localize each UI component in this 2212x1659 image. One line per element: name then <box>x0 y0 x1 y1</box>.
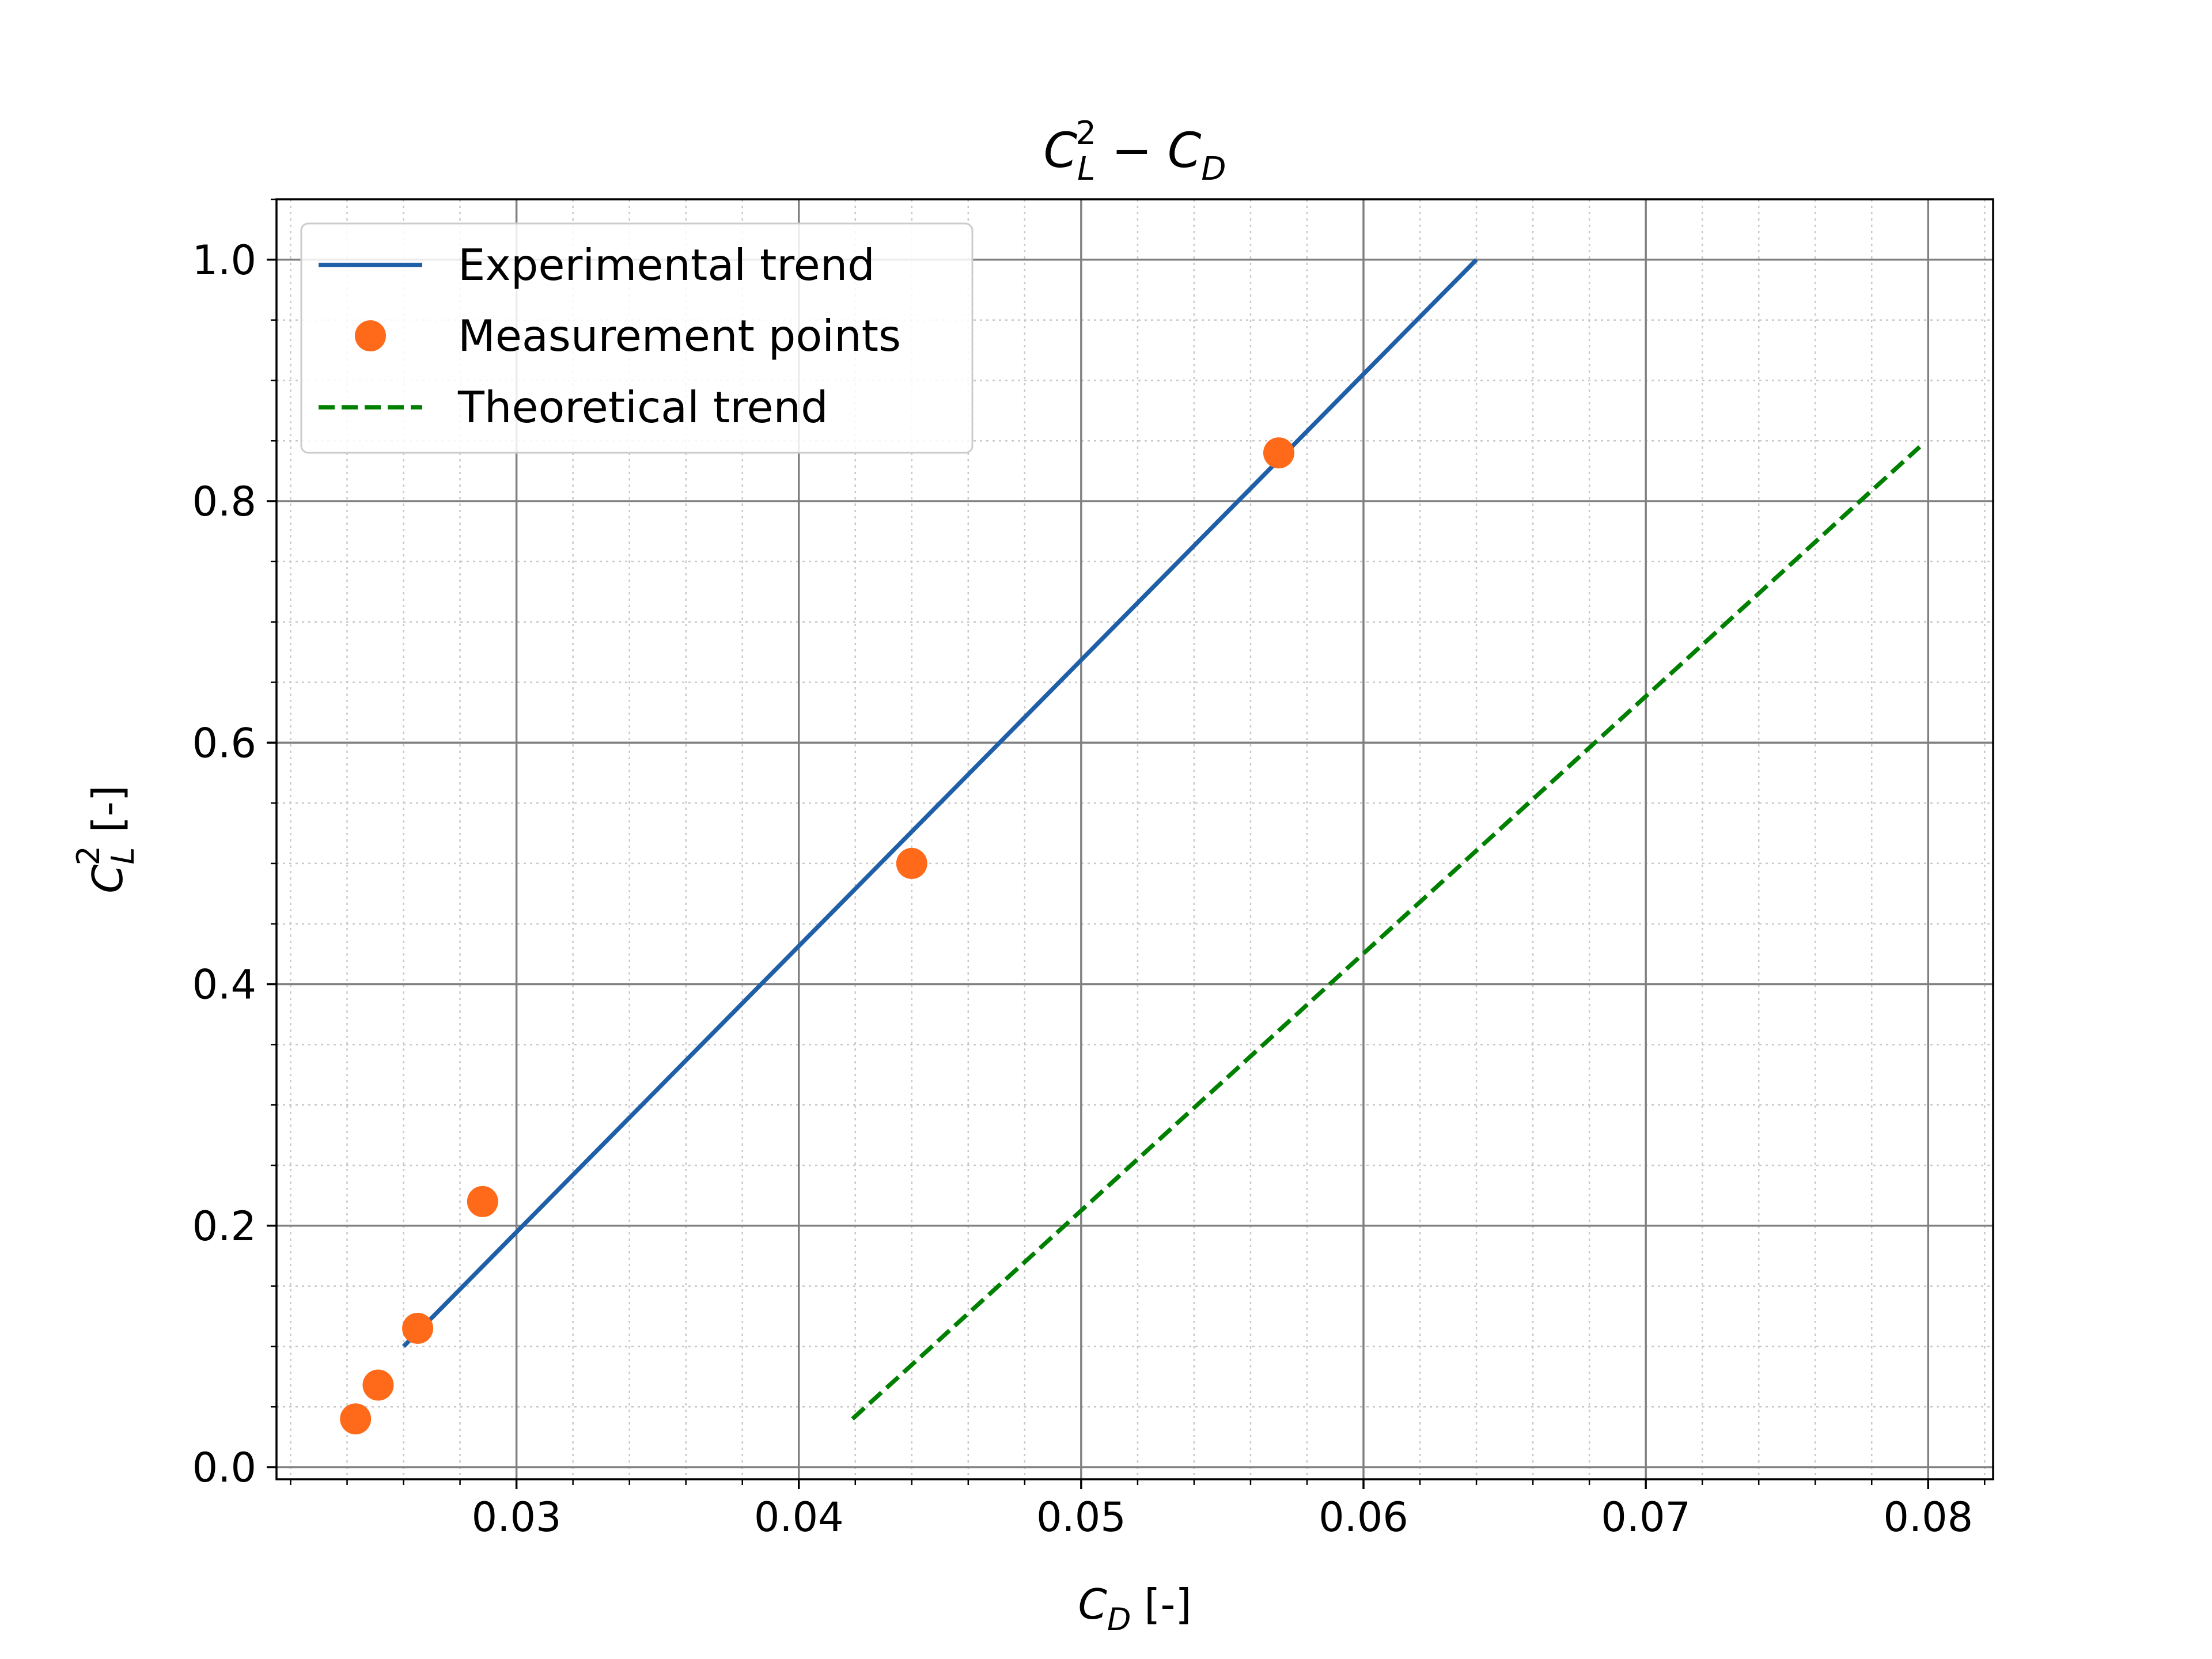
y-label-sub: L <box>105 847 141 865</box>
x-tick-label: 0.06 <box>1319 1494 1408 1541</box>
legend-swatch-measurement-points <box>355 320 386 351</box>
series-line-experimental-trend <box>402 258 1478 1349</box>
legend: Experimental trend Measurement points Th… <box>300 222 974 454</box>
minor-grid <box>276 198 1993 1479</box>
y-tick-label: 0.0 <box>192 1444 256 1491</box>
data-point-measurement-points <box>467 1185 498 1217</box>
x-label-suffix: [-] <box>1131 1580 1191 1628</box>
y-axis-label: CL2 [-] <box>70 785 141 893</box>
legend-box <box>300 222 974 454</box>
y-tick-label: 1.0 <box>192 237 256 284</box>
data-point-measurement-points <box>896 847 927 879</box>
legend-label-experimental-trend: Experimental trend <box>458 240 875 290</box>
y-label-base: C <box>84 864 132 893</box>
y-tick-label: 0.2 <box>192 1203 256 1250</box>
x-axis-label: CD [-] <box>1078 1580 1192 1638</box>
title-sup-left: 2 <box>1075 115 1096 152</box>
title-operator: − <box>1096 122 1168 179</box>
x-tick-label: 0.05 <box>1036 1494 1126 1541</box>
title-base-right: C <box>1168 122 1202 179</box>
x-tick-label: 0.03 <box>472 1494 562 1541</box>
data-point-measurement-points <box>402 1312 434 1344</box>
legend-label-measurement-points: Measurement points <box>458 310 901 361</box>
x-label-sub: D <box>1107 1601 1131 1638</box>
title-base-left: C <box>1043 122 1077 179</box>
title-sub-left: L <box>1077 150 1095 188</box>
y-tick-label: 0.8 <box>192 478 256 525</box>
plot-frame <box>275 198 1994 1480</box>
x-label-base: C <box>1078 1580 1108 1628</box>
chart-title: CL2 − CD <box>1043 115 1226 188</box>
ticks-layer: 0.03 0.04 0.05 0.06 0.07 0.08 0.0 0.2 0.4 0.6 0.8 1… <box>192 198 1986 1541</box>
data-point-measurement-points <box>340 1403 372 1435</box>
y-label-sup: 2 <box>70 846 107 865</box>
legend-label-theoretical-trend: Theoretical trend <box>457 382 828 433</box>
x-tick-label: 0.08 <box>1883 1494 1973 1541</box>
title-sub-right: D <box>1201 150 1226 188</box>
data-point-measurement-points <box>362 1369 394 1401</box>
y-tick-label: 0.4 <box>192 961 256 1009</box>
series-line-theoretical-trend <box>851 445 1922 1421</box>
x-tick-label: 0.04 <box>754 1494 844 1541</box>
data-point-measurement-points <box>1263 437 1294 469</box>
y-label-suffix: [-] <box>84 785 132 846</box>
series-layer <box>340 258 1922 1435</box>
x-tick-label: 0.07 <box>1601 1494 1691 1541</box>
y-tick-label: 0.6 <box>192 719 256 767</box>
